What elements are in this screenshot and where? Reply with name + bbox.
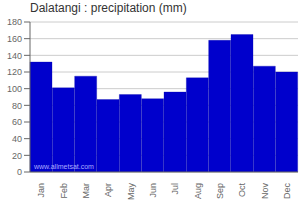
svg-text:Jan: Jan bbox=[36, 183, 46, 198]
html-text:Dalatangi : precipitation (mm): Dalatangi : precipitation (mm) bbox=[30, 1, 187, 15]
svg-text:60: 60 bbox=[12, 117, 22, 127]
svg-text:Nov: Nov bbox=[260, 183, 270, 200]
svg-text:Oct: Oct bbox=[237, 183, 247, 198]
svg-text:140: 140 bbox=[8, 51, 22, 61]
svg-text:Apr: Apr bbox=[103, 183, 113, 197]
svg-text:Jun: Jun bbox=[148, 183, 158, 198]
svg-text:Sep: Sep bbox=[215, 183, 225, 199]
svg-text:100: 100 bbox=[8, 84, 22, 94]
svg-text:0: 0 bbox=[17, 167, 22, 177]
svg-text:20: 20 bbox=[12, 151, 22, 161]
svg-text:Aug: Aug bbox=[193, 183, 203, 199]
svg-text:Dec: Dec bbox=[282, 183, 292, 200]
svg-text:May: May bbox=[126, 183, 136, 200]
html-text:www.allmetsat.com: www.allmetsat.com bbox=[34, 163, 94, 170]
svg-text:160: 160 bbox=[8, 34, 22, 44]
svg-text:Jul: Jul bbox=[170, 183, 180, 195]
svg-text:40: 40 bbox=[12, 134, 22, 144]
svg-text:80: 80 bbox=[12, 101, 22, 111]
svg-text:180: 180 bbox=[8, 17, 22, 27]
svg-text:Mar: Mar bbox=[81, 183, 91, 199]
svg-text:120: 120 bbox=[8, 67, 22, 77]
svg-text:Feb: Feb bbox=[59, 183, 69, 199]
